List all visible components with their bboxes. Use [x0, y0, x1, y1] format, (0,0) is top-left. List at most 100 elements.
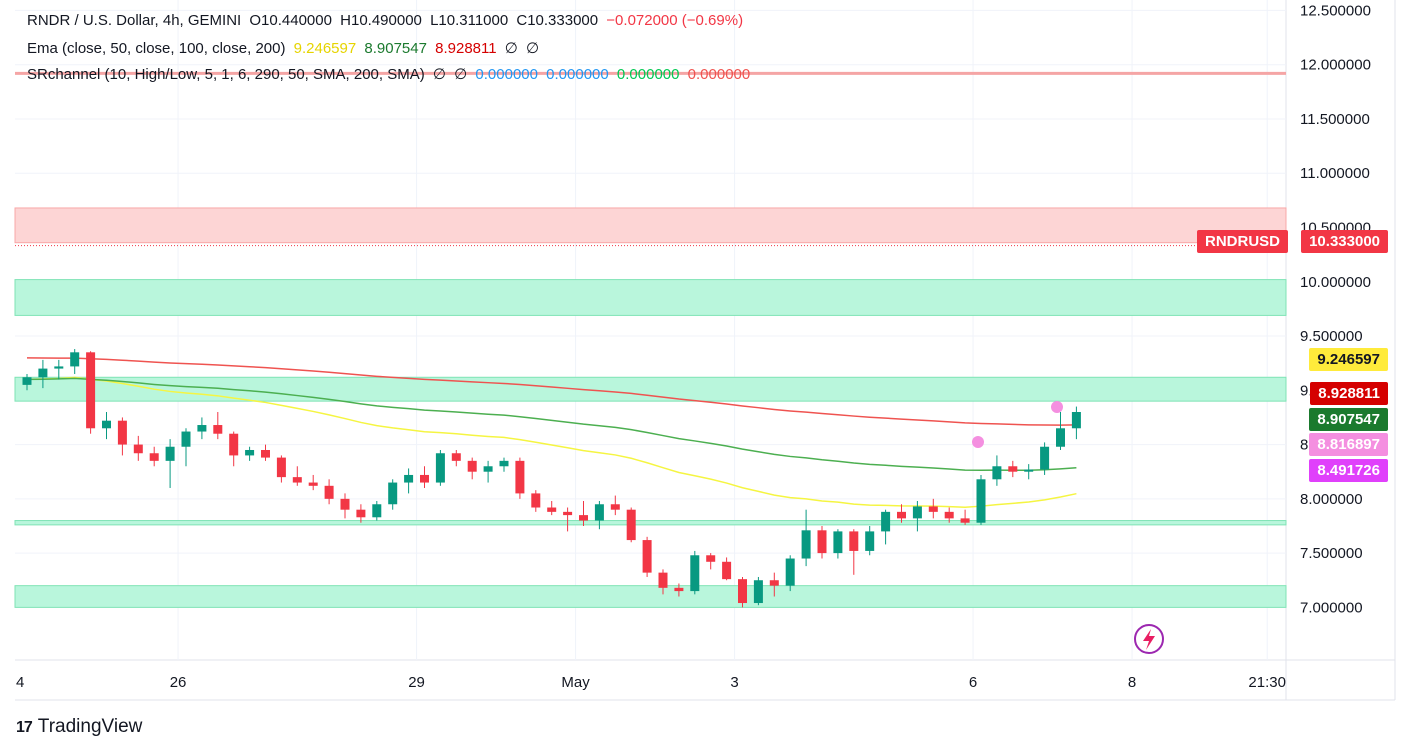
candle-body	[738, 579, 747, 604]
candle-body	[420, 474, 429, 483]
y-tick-label: 8.000000	[1300, 491, 1363, 508]
y-tick-label: 12.500000	[1300, 2, 1371, 19]
x-tick-label: 21:30	[1248, 674, 1286, 691]
candle-body	[579, 515, 588, 521]
candle-body	[86, 352, 96, 429]
cross-marker-1	[972, 436, 984, 448]
legend-sr-na1: ∅	[432, 66, 446, 83]
legend-ema-row: Ema (close, 50, close, 100, close, 200) …	[27, 39, 543, 57]
candle-body	[70, 352, 80, 367]
candle-body	[706, 555, 716, 562]
candle-body	[849, 531, 859, 551]
candle-body	[356, 509, 366, 518]
y-tick-label: 11.500000	[1300, 111, 1370, 128]
candle-body	[1071, 412, 1081, 429]
candle-body	[801, 530, 811, 559]
cross-marker-2	[1051, 401, 1063, 413]
sr-zone-resistance	[14, 207, 1287, 244]
sr-zone-support	[14, 520, 1287, 526]
candle-body	[276, 457, 286, 478]
candle-body	[1056, 428, 1065, 447]
y-tick-label: 9.500000	[1300, 328, 1363, 345]
candle-body	[897, 511, 906, 519]
candle-body	[563, 511, 573, 516]
legend-ema200: 8.928811	[435, 40, 497, 57]
candle-body	[340, 498, 350, 510]
legend-ema-name[interactable]: Ema (close, 50, close, 100, close, 200)	[27, 40, 286, 57]
candle-body	[483, 466, 493, 472]
legend-open: O10.440000	[249, 12, 332, 29]
candle-body	[22, 377, 32, 385]
candle-body	[976, 479, 986, 523]
candle-body	[213, 425, 223, 434]
candle-body	[308, 482, 318, 486]
footer-brand[interactable]: 17 TradingView	[16, 716, 142, 738]
x-tick-label: 6	[969, 674, 977, 691]
candle-body	[833, 531, 843, 554]
legend-sr-v2: 0.000000	[546, 66, 609, 83]
price-label-ema200: 8.928811	[1310, 382, 1388, 405]
x-tick-label: 29	[408, 674, 425, 691]
candle-body	[54, 366, 64, 369]
candle-body	[912, 506, 922, 519]
candle-body	[117, 420, 127, 445]
legend-symbol[interactable]: RNDR / U.S. Dollar, 4h, GEMINI	[27, 12, 242, 29]
legend-sr-name[interactable]: SRchannel (10, High/Low, 5, 1, 6, 290, 5…	[27, 66, 425, 83]
candle-body	[610, 504, 620, 510]
candle-body	[881, 511, 891, 532]
legend-ema50: 9.246597	[293, 40, 357, 57]
y-tick-label: 7.500000	[1300, 545, 1363, 562]
candle-body	[722, 561, 732, 580]
legend-high: H10.490000	[340, 12, 422, 29]
candle-body	[594, 504, 604, 521]
candle-body	[944, 511, 954, 519]
candle-body	[992, 466, 1002, 480]
candle-body	[674, 587, 684, 592]
sr-zone-support	[14, 585, 1287, 608]
candle-body	[865, 531, 875, 551]
candle-body	[642, 540, 652, 573]
candle-body	[690, 555, 700, 592]
candle-body	[960, 518, 970, 523]
y-tick-label: 7.000000	[1300, 599, 1363, 616]
lightning-badge-icon	[1134, 624, 1164, 654]
tradingview-logo-icon: 17	[16, 719, 33, 736]
candle-body	[658, 572, 668, 588]
legend-ema-na1: ∅	[504, 40, 518, 57]
candle-body	[181, 431, 191, 447]
legend-srchannel-row: SRchannel (10, High/Low, 5, 1, 6, 290, 5…	[27, 65, 754, 83]
price-label-cross-1: 8.816897	[1309, 433, 1388, 456]
candle-body	[165, 446, 175, 461]
candle-body	[197, 425, 207, 432]
candle-body	[229, 433, 239, 456]
y-tick-label: 11.000000	[1300, 165, 1370, 182]
legend-ema100: 8.907547	[364, 40, 427, 57]
x-tick-label: 8	[1128, 674, 1136, 691]
candle-body	[435, 453, 445, 483]
candle-body	[261, 449, 270, 458]
legend-sr-v4: 0.000000	[687, 66, 751, 83]
price-label-current: 10.333000	[1301, 230, 1388, 253]
candle-body	[245, 449, 255, 456]
candle-body	[451, 453, 461, 461]
brand-name: TradingView	[37, 716, 143, 737]
legend-sr-v1: 0.000000	[475, 66, 538, 83]
legend-ema-na2: ∅	[526, 40, 540, 57]
candle-body	[531, 493, 541, 508]
x-tick-label: 3	[730, 674, 738, 691]
candle-body	[102, 420, 111, 429]
legend-sr-v3: 0.000000	[616, 66, 680, 83]
candle-body	[388, 482, 398, 505]
candle-body	[372, 504, 382, 518]
legend-change: −0.072000 (−0.69%)	[606, 12, 744, 29]
candle-body	[515, 460, 525, 494]
x-tick-label: 4	[16, 674, 24, 691]
candle-body	[817, 530, 827, 554]
candle-body	[149, 453, 159, 461]
symbol-price-tag: RNDRUSD	[1197, 230, 1288, 253]
sr-zone-support	[14, 376, 1287, 402]
lightning-bolt-icon	[1143, 629, 1155, 650]
price-label-cross-2: 8.491726	[1309, 459, 1388, 482]
candle-body	[753, 580, 763, 604]
